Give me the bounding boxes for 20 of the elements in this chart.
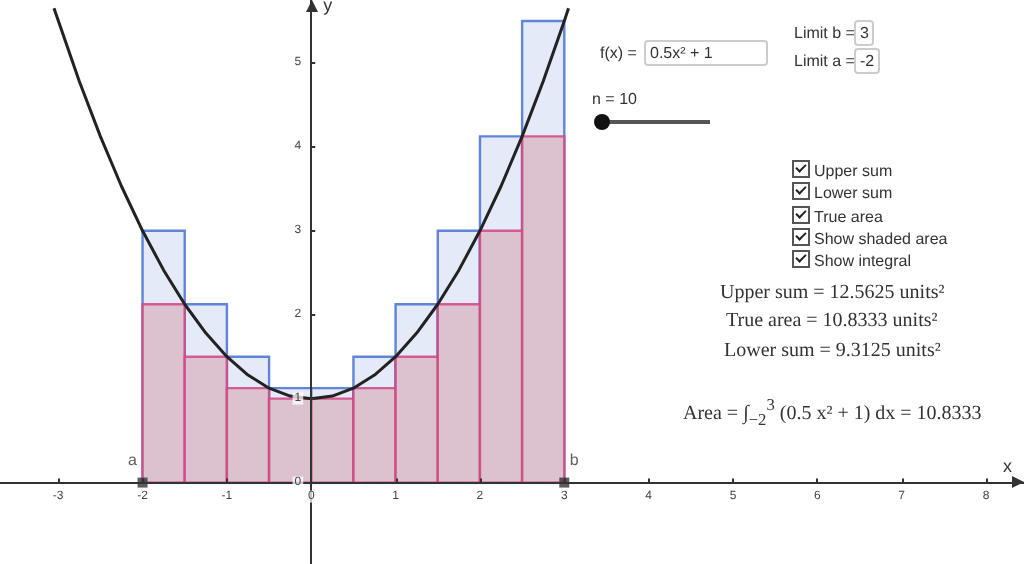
annotation: Area = ∫$_{−2}$$^{3}$ (0.5 x² + 1) dx = 10.8333 [683,396,982,429]
annotation: Limit a = [794,52,855,70]
annotation: True area [812,205,883,226]
x-axis-title: x [1003,455,1013,476]
annotation: n = 10 [592,90,637,108]
y-axis-title: y [323,0,334,15]
text-field: -2 [854,48,881,74]
annotation: Lower sum [812,182,893,203]
annotation: f(x) = [600,44,637,62]
series-label: a [128,450,139,469]
text-field: 0.5x² + 1 [644,40,768,66]
series-label: b [569,450,580,469]
text-field: 3 [854,20,875,46]
annotation: Upper sum = 12.5625 units² [720,282,945,304]
annotation: Show shaded area [812,227,948,248]
annotation: Show integral [812,250,911,271]
annotation: True area = 10.8333 units² [726,310,938,333]
annotation: Lower sum = 9.3125 units² [724,339,941,362]
annotation: Upper sum [812,160,893,180]
annotation: Limit b = [794,24,855,42]
